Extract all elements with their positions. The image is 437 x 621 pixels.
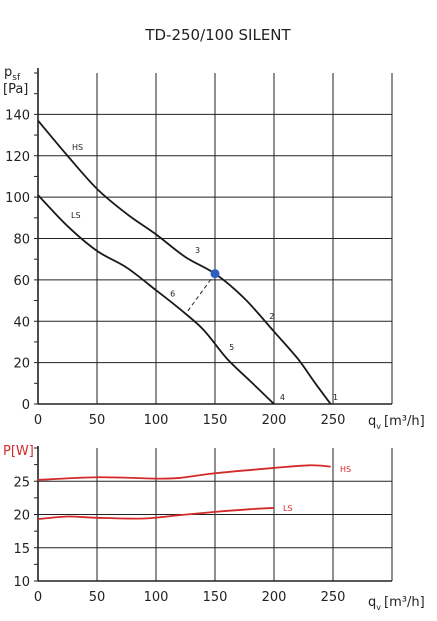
- pressure-markers: 1 2 3 4 5 6: [170, 246, 338, 402]
- y-tick-label-20: 20: [13, 509, 30, 524]
- y-tick-label-40: 40: [13, 315, 30, 330]
- y-tick-label-120: 120: [5, 150, 30, 165]
- operating-point: [210, 269, 220, 279]
- x-tick-label-250: 250: [321, 413, 346, 428]
- curve-marker-6: 6: [170, 289, 175, 298]
- x-tick-label-100: 100: [144, 413, 169, 428]
- curve-marker-4: 4: [280, 393, 285, 402]
- power-series: HS LS: [37, 464, 351, 521]
- power-y-label: P[W]: [3, 444, 34, 459]
- chart-title: TD-250/100 SILENT: [144, 26, 291, 44]
- series-label-hs: HS: [340, 465, 351, 474]
- power-tick-labels: 0 50 100 150 200 250 10 15 20 25: [13, 475, 345, 605]
- y-tick-label-100: 100: [5, 191, 30, 206]
- x-tick-label-100: 100: [144, 590, 169, 605]
- x-tick-label-200: 200: [262, 413, 287, 428]
- x-tick-label-50: 50: [89, 413, 106, 428]
- y-tick-label-25: 25: [13, 475, 30, 490]
- curve-marker-1: 1: [333, 393, 338, 402]
- pressure-chart: 0 50 100 150 200 250 0 20 40 60 80 100 120 140 psf [P…: [3, 65, 425, 431]
- y-tick-label-20: 20: [13, 357, 30, 372]
- y-tick-label-140: 140: [5, 108, 30, 123]
- y-tick-label-60: 60: [13, 274, 30, 289]
- curve-marker-5: 5: [229, 343, 234, 352]
- pressure-x-label: qv [m³/h]: [368, 414, 425, 431]
- power-grid: [34, 446, 393, 582]
- series-label-ls: LS: [283, 504, 293, 513]
- series-line-ls: [37, 194, 275, 405]
- pressure-grid: [34, 68, 393, 405]
- curve-marker-2: 2: [269, 312, 274, 321]
- y-tick-label-80: 80: [13, 233, 30, 248]
- y-tick-label-15: 15: [13, 542, 30, 557]
- x-tick-label-0: 0: [34, 413, 42, 428]
- series-label-hs: HS: [72, 143, 83, 152]
- series-line-hs: [37, 464, 331, 481]
- pressure-y-unit: [Pa]: [3, 82, 28, 97]
- curve-marker-3: 3: [195, 246, 200, 255]
- series-line-hs: [37, 120, 332, 405]
- x-tick-label-150: 150: [203, 590, 228, 605]
- pressure-series: HS LS: [37, 120, 332, 405]
- x-tick-label-250: 250: [321, 590, 346, 605]
- x-tick-label-200: 200: [262, 590, 287, 605]
- pressure-tick-labels: 0 50 100 150 200 250 0 20 40 60 80 100 120 140: [5, 108, 345, 428]
- dashed-segment: [187, 273, 216, 312]
- x-tick-label-0: 0: [34, 590, 42, 605]
- x-tick-label-50: 50: [89, 590, 106, 605]
- power-x-label: qv [m³/h]: [368, 595, 425, 612]
- power-chart: 0 50 100 150 200 250 10 15 20 25 P[W] qv [m³/h] HS…: [3, 444, 425, 612]
- x-tick-label-150: 150: [203, 413, 228, 428]
- series-label-ls: LS: [71, 211, 81, 220]
- pressure-y-label: psf: [4, 65, 21, 83]
- y-tick-label-0: 0: [22, 398, 30, 413]
- series-line-ls: [37, 506, 275, 521]
- y-tick-label-10: 10: [13, 575, 30, 590]
